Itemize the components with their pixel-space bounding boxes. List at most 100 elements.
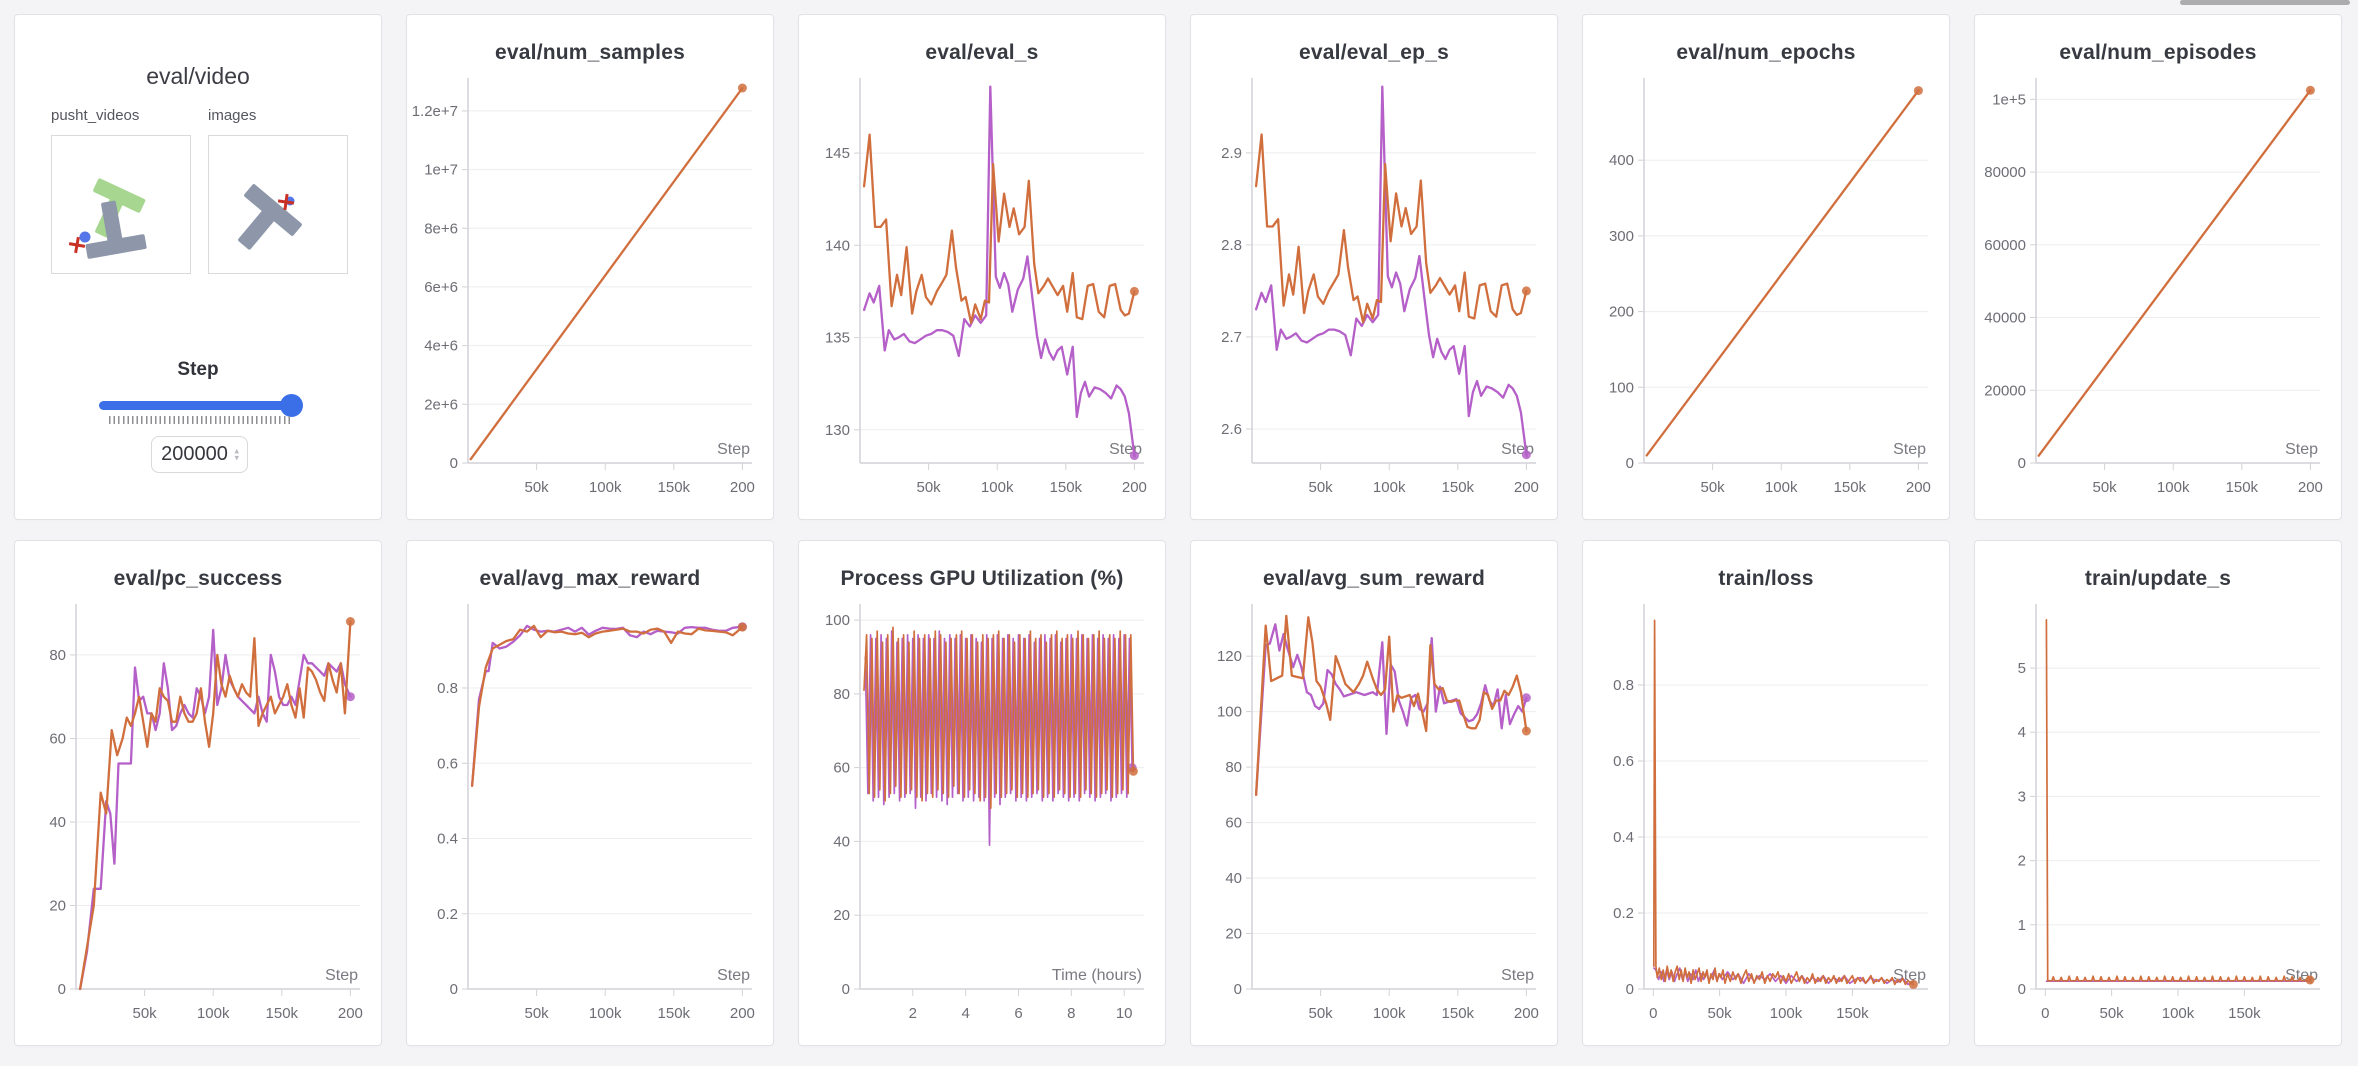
series-end-marker-run-orange bbox=[2305, 975, 2315, 985]
chart-title: Process GPU Utilization (%) bbox=[840, 567, 1124, 590]
chart-title: eval/num_epochs bbox=[1676, 41, 1856, 64]
svg-text:145: 145 bbox=[825, 145, 850, 162]
series-line-run-orange bbox=[469, 86, 744, 461]
svg-text:130: 130 bbox=[825, 422, 850, 439]
svg-text:100k: 100k bbox=[2157, 479, 2190, 496]
chart-panel-eval-pc-success[interactable]: eval/pc_success 0 20 40 60 80 50k 100k 150k 200 S… bbox=[14, 540, 382, 1046]
svg-text:150k: 150k bbox=[1834, 479, 1867, 496]
step-slider-tickmarks bbox=[109, 416, 291, 424]
chart-panel-eval-num-samples[interactable]: eval/num_samples 0 2e+6 4e+6 6e+6 8e+6 1e+7 1.… bbox=[406, 14, 774, 520]
images-thumbnail[interactable] bbox=[208, 135, 348, 274]
chart-panel-eval-num-episodes[interactable]: eval/num_episodes 0 20000 40000 60000 80000 1… bbox=[1974, 14, 2342, 520]
svg-text:50k: 50k bbox=[525, 479, 550, 496]
horizontal-scrollbar-fragment[interactable] bbox=[2180, 0, 2350, 5]
media-item-label-pusht-videos: pusht_videos bbox=[51, 107, 140, 124]
svg-text:0.4: 0.4 bbox=[1613, 829, 1634, 846]
svg-text:0.6: 0.6 bbox=[1613, 753, 1634, 770]
svg-text:8: 8 bbox=[1067, 1005, 1075, 1022]
chart-panel-train-update-s[interactable]: train/update_s 0 1 2 3 4 5 0 50k 100k 150k Step bbox=[1974, 540, 2342, 1046]
chart-plot[interactable]: 0 20 40 60 80 100 2 4 6 8 10 Time (hours) bbox=[802, 599, 1162, 1035]
chart-panel-eval-eval-ep-s[interactable]: eval/eval_ep_s 2.6 2.7 2.8 2.9 50k 100k 150k 20… bbox=[1190, 14, 1558, 520]
goal-cross bbox=[277, 193, 295, 211]
chart-panel-eval-avg-max-reward[interactable]: eval/avg_max_reward 0 0.2 0.4 0.6 0.8 50k 100k… bbox=[406, 540, 774, 1046]
svg-text:2.7: 2.7 bbox=[1221, 329, 1242, 346]
series-line-run-orange bbox=[470, 624, 744, 787]
svg-text:20000: 20000 bbox=[1984, 382, 2026, 399]
svg-text:150k: 150k bbox=[2226, 479, 2259, 496]
chart-plot[interactable]: 0 20 40 60 80 50k 100k 150k 200 Step bbox=[18, 599, 378, 1035]
chart-plot[interactable]: 0 100 200 300 400 50k 100k 150k 200 Step bbox=[1586, 73, 1946, 509]
chart-panel-eval-avg-sum-reward[interactable]: eval/avg_sum_reward 0 20 40 60 80 100 120 50k 10… bbox=[1190, 540, 1558, 1046]
svg-text:100k: 100k bbox=[1765, 479, 1798, 496]
stepper-arrows-icon[interactable]: ▴ ▾ bbox=[234, 445, 239, 463]
svg-text:100k: 100k bbox=[197, 1005, 230, 1022]
series-line-run-purple bbox=[78, 628, 352, 991]
svg-text:0: 0 bbox=[2018, 455, 2026, 472]
svg-text:0: 0 bbox=[1626, 981, 1634, 998]
svg-text:8e+6: 8e+6 bbox=[424, 220, 458, 237]
svg-text:0: 0 bbox=[2041, 1005, 2049, 1022]
svg-text:50k: 50k bbox=[525, 1005, 550, 1022]
svg-text:Step: Step bbox=[325, 967, 358, 984]
svg-text:200: 200 bbox=[730, 1005, 755, 1022]
svg-text:0: 0 bbox=[1234, 981, 1242, 998]
svg-text:6: 6 bbox=[1014, 1005, 1022, 1022]
svg-text:2e+6: 2e+6 bbox=[424, 396, 458, 413]
step-slider-label: Step bbox=[177, 359, 219, 380]
chart-plot[interactable]: 0 20000 40000 60000 80000 1e+5 50k 100k 150k 200 S… bbox=[1978, 73, 2338, 509]
svg-text:5: 5 bbox=[2018, 660, 2026, 677]
step-number-input[interactable]: 200000 ▴ ▾ bbox=[151, 436, 248, 473]
chart-panel-eval-num-epochs[interactable]: eval/num_epochs 0 100 200 300 400 50k 100k 150k… bbox=[1582, 14, 1950, 520]
series-end-marker-run-orange bbox=[1521, 726, 1531, 736]
svg-text:1e+7: 1e+7 bbox=[424, 162, 458, 179]
svg-text:Time (hours): Time (hours) bbox=[1052, 967, 1142, 984]
chart-title: eval/avg_max_reward bbox=[479, 567, 701, 590]
svg-text:200: 200 bbox=[1122, 479, 1147, 496]
svg-text:10: 10 bbox=[1116, 1005, 1133, 1022]
svg-text:0.8: 0.8 bbox=[1613, 677, 1634, 694]
chart-panel-eval-eval-s[interactable]: eval/eval_s 130 135 140 145 50k 100k 150k 200 St… bbox=[798, 14, 1166, 520]
svg-text:50k: 50k bbox=[1309, 479, 1334, 496]
svg-text:80: 80 bbox=[49, 647, 66, 664]
chart-plot[interactable]: 0 2e+6 4e+6 6e+6 8e+6 1e+7 1.2e+7 50k 100k 150k 20… bbox=[410, 73, 770, 509]
step-slider-track[interactable] bbox=[99, 401, 299, 410]
chart-title: eval/eval_s bbox=[925, 41, 1039, 64]
svg-text:1e+5: 1e+5 bbox=[1992, 91, 2026, 108]
svg-text:3: 3 bbox=[2018, 788, 2026, 805]
svg-text:0: 0 bbox=[2018, 981, 2026, 998]
svg-text:300: 300 bbox=[1609, 228, 1634, 245]
series-line-run-orange bbox=[78, 620, 352, 991]
svg-text:80: 80 bbox=[1225, 759, 1242, 776]
svg-text:80: 80 bbox=[833, 686, 850, 703]
svg-text:50k: 50k bbox=[2093, 479, 2118, 496]
series-line-run-orange bbox=[862, 133, 1136, 324]
svg-text:100: 100 bbox=[1609, 379, 1634, 396]
step-slider-thumb[interactable] bbox=[279, 394, 303, 417]
chart-panel-process-gpu-utilization[interactable]: Process GPU Utilization (%) 0 20 40 60 80 100… bbox=[798, 540, 1166, 1046]
svg-text:200: 200 bbox=[1906, 479, 1931, 496]
panel-eval-video[interactable]: eval/video pusht_videos images bbox=[14, 14, 382, 520]
svg-text:40: 40 bbox=[49, 814, 66, 831]
goal-cross bbox=[68, 236, 86, 254]
agent-dot bbox=[79, 231, 91, 243]
pusht-video-thumbnail[interactable] bbox=[51, 135, 191, 274]
svg-text:2.6: 2.6 bbox=[1221, 421, 1242, 438]
chart-plot[interactable]: 0 0.2 0.4 0.6 0.8 50k 100k 150k 200 Step bbox=[410, 599, 770, 1035]
svg-text:100k: 100k bbox=[589, 479, 622, 496]
chart-panel-train-loss[interactable]: train/loss 0 0.2 0.4 0.6 0.8 0 50k 100k 150k Step bbox=[1582, 540, 1950, 1046]
svg-text:Step: Step bbox=[717, 441, 750, 458]
svg-text:0.4: 0.4 bbox=[437, 831, 458, 848]
svg-text:2: 2 bbox=[2018, 853, 2026, 870]
svg-text:50k: 50k bbox=[1701, 479, 1726, 496]
series-end-marker-run-orange bbox=[1908, 979, 1918, 989]
series-line-run-orange bbox=[1254, 133, 1528, 324]
svg-text:200: 200 bbox=[1609, 304, 1634, 321]
svg-text:150k: 150k bbox=[266, 1005, 299, 1022]
series-end-marker-run-orange bbox=[1521, 286, 1531, 296]
svg-text:150k: 150k bbox=[658, 1005, 691, 1022]
chart-plot[interactable]: 0 20 40 60 80 100 120 50k 100k 150k 200 Step bbox=[1194, 599, 1554, 1035]
